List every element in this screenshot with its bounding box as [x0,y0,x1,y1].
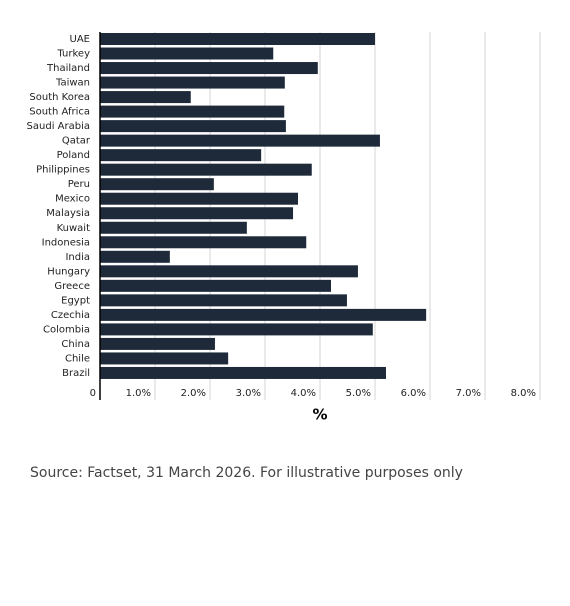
bar [100,279,331,292]
y-tick-label: Indonesia [42,237,90,248]
y-tick-label: Kuwait [57,223,90,234]
bar [100,120,286,133]
y-tick-label: Colombia [43,324,90,335]
x-tick-label: 2.0% [181,388,206,399]
y-tick-label: Egypt [61,295,90,306]
y-tick-label: Saudi Arabia [27,121,90,132]
x-tick-label: 3.0% [236,388,261,399]
x-tick-label: 0 [90,388,96,399]
bar [100,76,285,89]
bar [100,221,247,234]
x-tick-label: 5.0% [346,388,371,399]
bar [100,308,427,321]
y-tick-label: Qatar [62,136,91,147]
x-tick-label: 7.0% [456,388,481,399]
bar [100,178,214,191]
bar [100,149,262,162]
y-tick-label: Czechia [51,310,90,321]
y-tick-label: Taiwan [55,78,90,89]
bar [100,207,294,220]
bar [100,366,386,379]
x-tick-label: 4.0% [291,388,316,399]
bar [100,163,312,176]
bar [100,105,285,118]
y-tick-label: Philippines [36,165,90,176]
y-tick-label: Chile [65,353,90,364]
y-tick-label: South Korea [29,92,90,103]
source-note: Source: Factset, 31 March 2026. For illu… [30,465,463,481]
x-tick-label: 8.0% [511,388,536,399]
bar [100,337,215,350]
y-tick-label: Hungary [47,266,90,277]
bar [100,62,318,75]
y-tick-label: Peru [68,179,90,190]
x-tick-label: 1.0% [126,388,151,399]
bar [100,236,307,249]
bar [100,192,298,205]
y-tick-label: Greece [54,281,90,292]
bar [100,47,274,60]
y-tick-label: Turkey [56,49,90,60]
bar [100,33,375,45]
bar [100,323,373,336]
y-tick-label: Malaysia [46,208,90,219]
bar [100,91,191,104]
y-tick-label: India [65,252,90,263]
x-axis-label: % [312,406,327,424]
x-tick-label: 6.0% [401,388,426,399]
bar [100,134,380,147]
y-tick-label: Poland [57,150,90,161]
bar [100,265,358,278]
bar [100,294,347,307]
y-tick-label: South Africa [29,107,90,118]
y-tick-label: UAE [70,34,90,45]
y-tick-label: Thailand [46,63,90,74]
y-tick-label: China [61,339,90,350]
bar [100,250,170,263]
y-tick-label: Mexico [55,194,90,205]
bar [100,352,229,365]
y-tick-label: Brazil [62,368,90,379]
